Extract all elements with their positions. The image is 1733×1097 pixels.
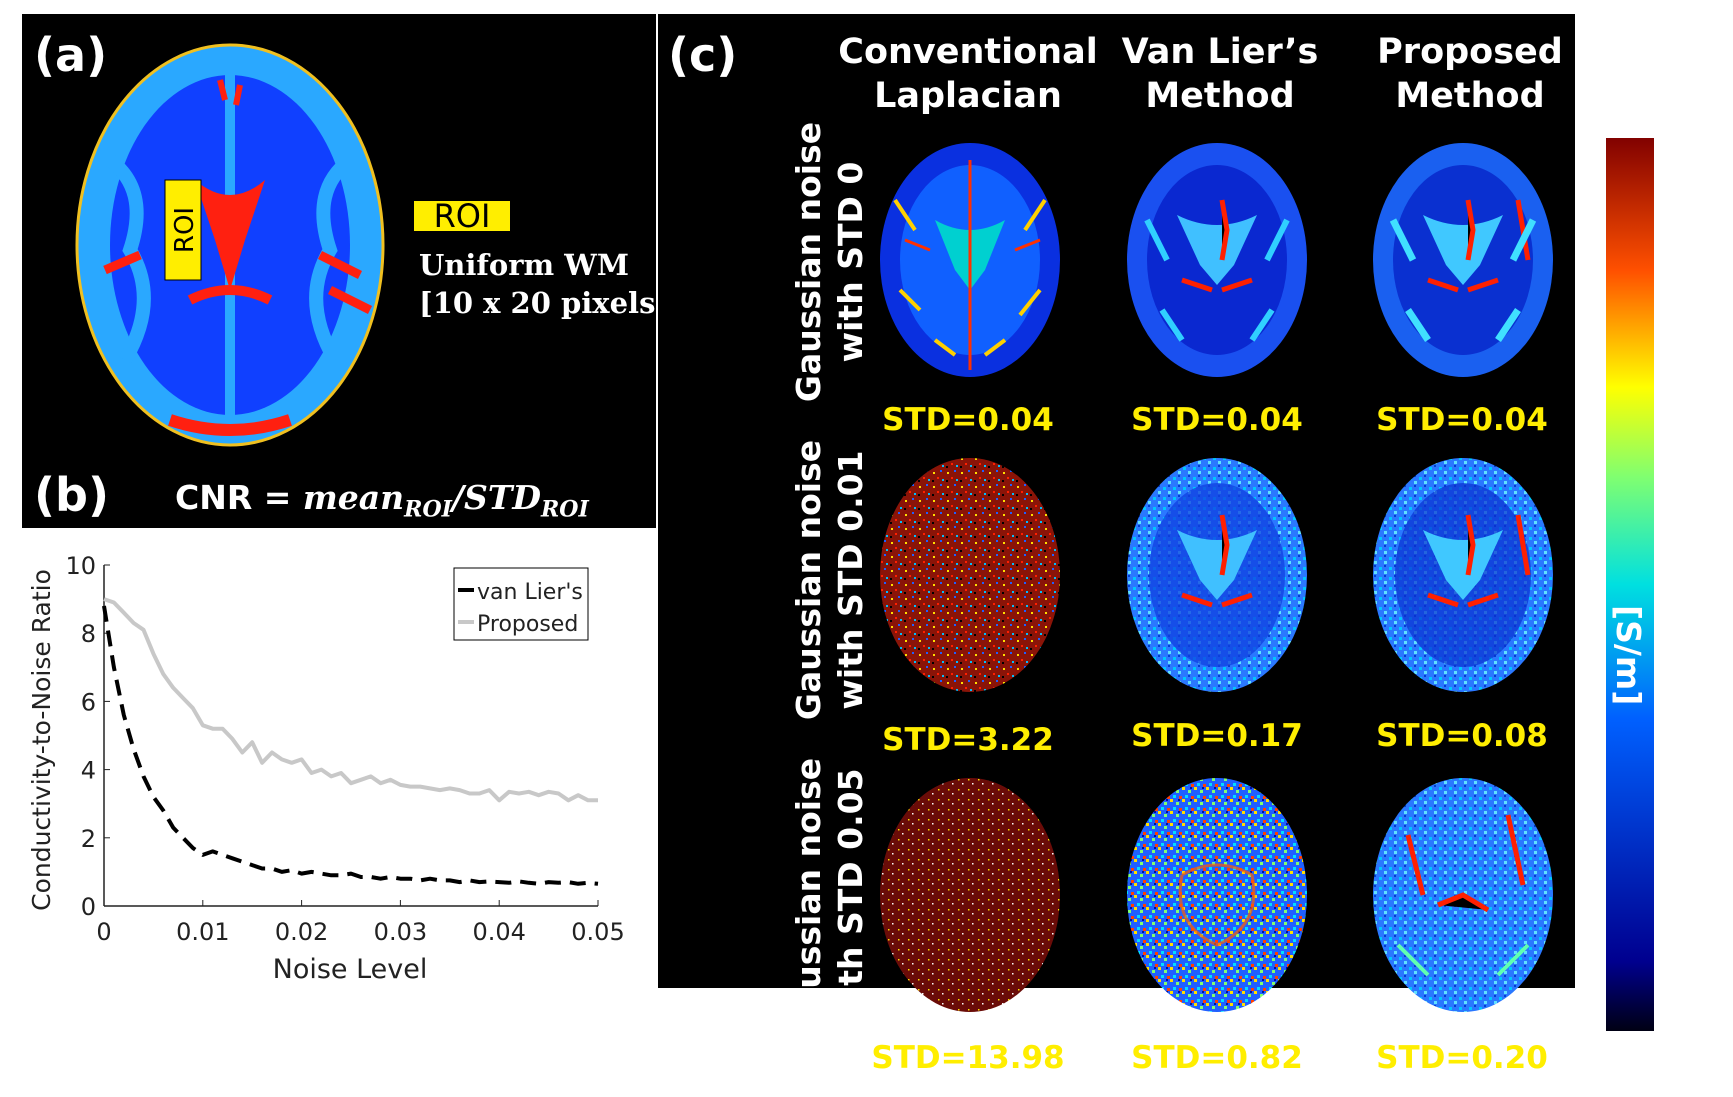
colorbar-max-label: 2.5 [1665, 130, 1724, 169]
brain-map-vanlier-std0 [1127, 143, 1307, 377]
cnr-numerator-sub: ROI [404, 496, 452, 523]
column-header-vanlier: Van Lier’s Method [1090, 30, 1350, 118]
cnr-line-chart: 0 0.01 0.02 0.03 0.04 0.05 0 2 4 6 8 10 Noise Level… [22, 528, 658, 988]
std-conventional-std0: STD=0.04 [882, 402, 1054, 438]
x-tick-label: 0.02 [275, 918, 328, 946]
row-header-line1: Gaussian noise [789, 757, 828, 1039]
panel-b-header-background [22, 452, 656, 528]
colorbar-min-label: 0 [1665, 1000, 1688, 1039]
cnr-lhs: CNR = [175, 478, 303, 517]
segmentation-brain-image: ROI [75, 43, 385, 447]
panel-b-label: (b) [34, 468, 109, 522]
column-header-line1: Van Lier’s [1121, 32, 1319, 72]
series-line-proposed [103, 597, 598, 803]
x-tick-label: 0 [96, 918, 111, 946]
legend-entry-vanlier: van Lier's [477, 580, 583, 605]
row-header-std005: Gaussian noise with STD 0.05 [788, 748, 872, 1048]
brain-map-proposed-std001 [1373, 458, 1553, 692]
y-tick-label: 4 [81, 757, 96, 785]
roi-legend-box: ROI [414, 200, 510, 232]
y-tick-label: 2 [81, 825, 96, 853]
colorbar-unit-label: [S/m] [1609, 605, 1648, 706]
legend-entry-proposed: Proposed [477, 612, 578, 637]
column-header-line1: Conventional [838, 32, 1098, 72]
std-conventional-std005: STD=13.98 [871, 1040, 1065, 1076]
column-header-line2: Method [1145, 76, 1295, 116]
std-proposed-std005: STD=0.20 [1376, 1040, 1548, 1076]
x-tick-label: 0.01 [176, 918, 229, 946]
y-tick-label: 6 [81, 688, 96, 716]
x-tick-label: 0.04 [472, 918, 525, 946]
roi-description-line2: [10 x 20 pixels] [419, 286, 670, 320]
std-proposed-std001: STD=0.08 [1376, 718, 1548, 754]
brain-map-proposed-std0 [1373, 143, 1553, 377]
row-header-line2: with STD 0.01 [831, 450, 870, 710]
cnr-formula: CNR = meanROI/STDROI [175, 478, 589, 523]
panel-a-label: (a) [34, 28, 108, 82]
chart-x-label: Noise Level [273, 954, 428, 985]
cnr-denominator-sub: ROI [541, 496, 589, 523]
colorbar [1602, 134, 1658, 1035]
panel-c-label: (c) [668, 28, 738, 82]
row-header-line1: Gaussian noise [789, 439, 828, 721]
row-header-line1: Gaussian noise [789, 121, 828, 403]
brain-map-conventional-std0 [880, 143, 1060, 377]
row-header-line2: with STD 0.05 [831, 768, 870, 1028]
brain-map-vanlier-std001 [1127, 458, 1307, 692]
series-line-vanlier [102, 605, 599, 886]
x-tick-label: 0.05 [571, 918, 624, 946]
brain-map-vanlier-std005 [1127, 778, 1307, 1012]
y-tick-label: 10 [65, 552, 96, 580]
column-header-line2: Laplacian [874, 76, 1062, 116]
brain-map-conventional-std001 [880, 458, 1060, 692]
std-vanlier-std005: STD=0.82 [1131, 1040, 1303, 1076]
row-header-std001: Gaussian noise with STD 0.01 [788, 430, 872, 730]
std-vanlier-std001: STD=0.17 [1131, 718, 1303, 754]
std-proposed-std0: STD=0.04 [1376, 402, 1548, 438]
brain-roi-label: ROI [170, 207, 200, 253]
y-tick-label: 8 [81, 620, 96, 648]
row-header-std0: Gaussian noise with STD 0 [788, 112, 872, 412]
row-header-line2: with STD 0 [831, 161, 870, 363]
cnr-denominator: STD [463, 478, 541, 517]
brain-map-conventional-std005 [880, 778, 1060, 1012]
y-tick-label: 0 [81, 893, 96, 921]
std-vanlier-std0: STD=0.04 [1131, 402, 1303, 438]
column-header-line1: Proposed [1377, 32, 1563, 72]
column-header-line2: Method [1395, 76, 1545, 116]
x-tick-label: 0.03 [374, 918, 427, 946]
std-conventional-std001: STD=3.22 [882, 722, 1054, 758]
column-header-conventional: Conventional Laplacian [838, 30, 1098, 118]
chart-legend: van Lier's Proposed [453, 567, 589, 641]
column-header-proposed: Proposed Method [1340, 30, 1600, 118]
chart-y-label: Conductivity-to-Noise Ratio [27, 569, 56, 911]
brain-map-proposed-std005 [1373, 778, 1553, 1012]
roi-description-line1: Uniform WM [419, 248, 629, 282]
cnr-numerator: mean [302, 478, 405, 517]
